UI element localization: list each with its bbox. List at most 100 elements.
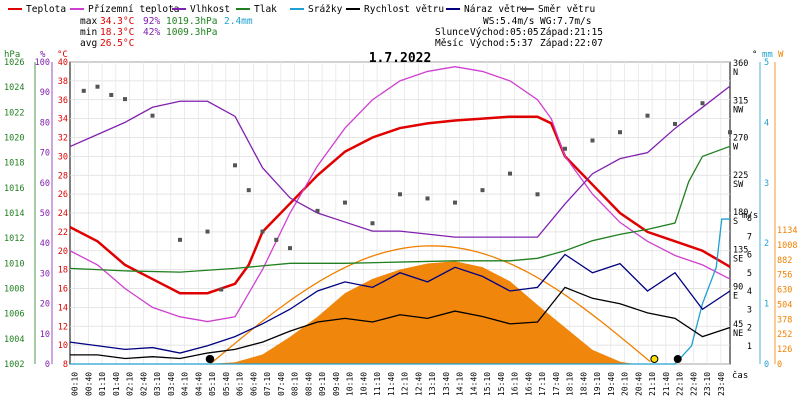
right-axes: 360N315NW270W225SW180S135SE90E45NE543210…	[733, 58, 797, 370]
wind-speed-info: WS:5.4m/s	[483, 16, 534, 27]
legend-label-1: Přízemní teplota	[88, 4, 180, 15]
moonset-time: Západ:22:07	[540, 38, 603, 49]
wind-direction-point-26	[673, 121, 677, 126]
direction-compass-tick-7: NE	[733, 329, 743, 339]
time-tick-36: 18:10	[566, 372, 575, 396]
wind-direction-point-11	[274, 237, 279, 242]
legend-label-2: Vlhkost	[190, 4, 230, 15]
wind-direction-point-0	[81, 88, 86, 93]
solar-radiation-area	[207, 261, 634, 364]
pressure-tick-3: 1020	[4, 134, 24, 144]
time-tick-25: 12:40	[414, 372, 423, 396]
direction-deg-tick-3: 225	[733, 171, 748, 181]
wind-direction-point-25	[645, 113, 650, 118]
sunset-time: Západ:21:15	[540, 27, 603, 38]
time-tick-42: 21:10	[648, 372, 657, 396]
solar-tick-9: 0	[777, 360, 782, 370]
unit-windspeed: m/s	[742, 211, 758, 221]
solar-tick-6: 378	[777, 315, 792, 325]
time-tick-37: 18:40	[579, 372, 588, 396]
legend-label-3: Tlak	[254, 4, 277, 15]
temp-tick-3: 34	[58, 115, 68, 125]
time-tick-3: 01:40	[112, 372, 121, 396]
sun-marker-1	[650, 355, 659, 363]
direction-deg-tick-6: 90	[733, 283, 743, 293]
pressure-tick-5: 1016	[4, 184, 24, 194]
solar-tick-3: 756	[777, 271, 792, 281]
time-tick-34: 17:10	[538, 372, 547, 396]
temp-tick-4: 32	[58, 134, 68, 144]
rain-tick-4: 1	[764, 300, 769, 310]
windspeed-tick-7: 1	[747, 342, 752, 352]
wind-direction-point-13	[315, 208, 320, 213]
windspeed-tick-5: 3	[747, 305, 752, 315]
wind-direction-point-2	[109, 92, 114, 97]
windspeed-tick-1: 7	[747, 232, 752, 242]
humidity-tick-10: 0	[45, 360, 50, 370]
temp-tick-15: 10	[58, 341, 68, 351]
wind-gust-info: WG:7.7m/s	[540, 16, 591, 27]
moon-label: Měsíc	[435, 38, 464, 49]
series-line-1	[69, 66, 731, 323]
stats-block: max 34.3°C 92% 1019.3hPa 2.4mm min 18.3°…	[80, 16, 253, 49]
legend-label-5: Rychlost větru	[364, 4, 444, 15]
series-line-2	[69, 85, 731, 238]
direction-deg-tick-0: 360	[733, 59, 748, 69]
direction-deg-tick-1: 315	[733, 96, 748, 106]
stats-min-temp: 18.3°C	[100, 27, 134, 38]
time-tick-12: 06:10	[236, 372, 245, 396]
temp-tick-11: 18	[58, 266, 68, 276]
wind-direction-point-12	[288, 246, 292, 251]
series-layer	[69, 66, 732, 365]
time-tick-32: 16:10	[511, 372, 520, 396]
stats-max-rain: 2.4mm	[224, 16, 253, 27]
time-tick-20: 10:10	[346, 372, 355, 396]
solar-tick-7: 252	[777, 330, 792, 340]
series-line-5	[70, 286, 731, 360]
time-tick-5: 02:40	[139, 372, 148, 396]
time-tick-41: 20:40	[634, 372, 643, 396]
time-tick-44: 22:10	[676, 372, 685, 396]
time-tick-10: 05:10	[208, 372, 217, 396]
series-line-4	[70, 218, 730, 365]
series-line-3	[69, 145, 731, 273]
wind-direction-point-20	[508, 171, 512, 176]
time-tick-2: 01:10	[98, 372, 107, 396]
time-tick-17: 08:40	[304, 372, 313, 396]
wind-direction-point-1	[95, 84, 100, 89]
direction-compass-tick-0: N	[733, 68, 738, 78]
chart-title: 1.7.2022	[369, 51, 432, 66]
unit-direction: °	[752, 50, 757, 60]
moon-marker-1	[673, 355, 682, 363]
time-tick-40: 20:10	[621, 372, 630, 396]
wind-direction-point-5	[178, 237, 182, 242]
wind-direction-point-18	[453, 200, 457, 205]
humidity-tick-4: 60	[40, 179, 50, 189]
astro-markers	[205, 355, 682, 363]
time-tick-43: 21:40	[662, 372, 671, 396]
direction-compass-tick-4: S	[733, 217, 738, 227]
time-tick-6: 03:10	[153, 372, 162, 396]
time-tick-38: 19:10	[593, 372, 602, 396]
time-tick-16: 08:10	[291, 372, 300, 396]
pressure-tick-2: 1022	[4, 108, 24, 118]
rain-tick-3: 2	[764, 239, 769, 249]
humidity-tick-5: 50	[40, 209, 50, 219]
humidity-tick-1: 90	[40, 88, 50, 98]
direction-compass-tick-5: SE	[733, 254, 743, 264]
time-tick-21: 10:40	[359, 372, 368, 396]
solar-tick-1: 1008	[777, 241, 797, 251]
time-tick-30: 15:10	[483, 372, 492, 396]
pressure-tick-7: 1012	[4, 234, 24, 244]
direction-deg-tick-4: 180	[733, 208, 748, 218]
axis-units: hPa % °C ° mm W m/s čas	[4, 50, 784, 381]
time-tick-1: 00:40	[84, 372, 93, 396]
temp-tick-14: 12	[58, 322, 68, 332]
time-tick-47: 23:40	[717, 372, 726, 396]
pressure-tick-9: 1008	[4, 285, 24, 295]
legend-label-0: Teplota	[26, 4, 66, 15]
time-tick-22: 11:10	[373, 372, 382, 396]
left-axes: 1026102410221020101810161014101210101008…	[4, 58, 68, 370]
temp-tick-1: 38	[58, 77, 68, 87]
